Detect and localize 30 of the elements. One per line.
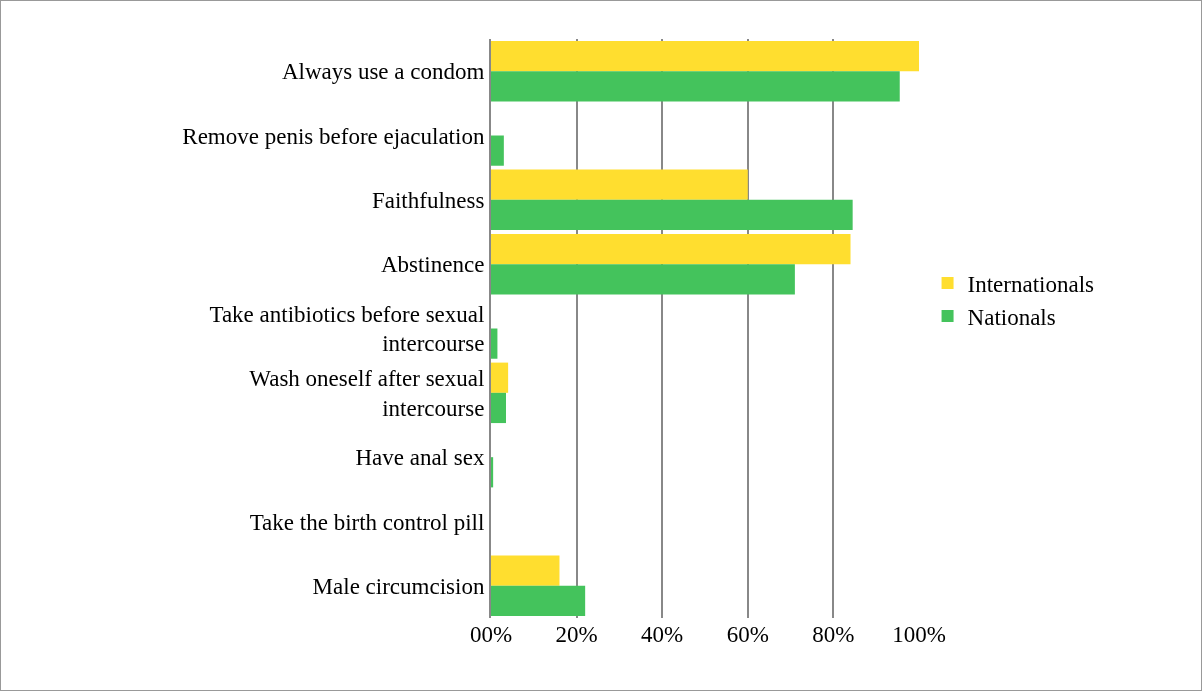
bar xyxy=(491,392,506,424)
bar xyxy=(491,169,748,200)
bar xyxy=(491,40,919,72)
x-tick-label: 100% xyxy=(892,622,946,647)
bar xyxy=(491,555,560,586)
x-tick-label: 20% xyxy=(555,622,598,647)
y-tick-label: Always use a condom xyxy=(281,59,485,85)
x-tick-label: 40% xyxy=(641,622,684,647)
bar xyxy=(491,457,494,488)
y-tick-label: Abstinence xyxy=(380,252,485,278)
bar xyxy=(491,135,504,166)
y-tick-label: Faithfulness xyxy=(371,187,485,213)
y-tick-label: Remove penis before ejaculation xyxy=(182,123,485,149)
legend-label: Internationals xyxy=(967,271,1095,297)
x-tick-label: 60% xyxy=(726,622,769,647)
bar xyxy=(491,233,851,265)
y-tick-label: Take the birth control pill xyxy=(249,509,485,535)
x-tick-label: 80% xyxy=(812,622,855,647)
bar xyxy=(491,328,498,359)
y-tick-label: Have anal sex xyxy=(355,445,485,471)
legend-label: Nationals xyxy=(967,304,1056,330)
bar xyxy=(491,264,795,295)
x-tick-label: 00% xyxy=(469,622,513,647)
bar xyxy=(491,585,586,617)
bar xyxy=(491,362,509,393)
bar xyxy=(491,199,853,231)
y-tick-label: Take antibiotics before sexual intercourse xyxy=(209,301,485,357)
y-tick-label: Wash oneself after sexual intercourse xyxy=(249,365,485,421)
bar xyxy=(491,71,900,102)
y-tick-label: Male circumcision xyxy=(312,573,485,599)
